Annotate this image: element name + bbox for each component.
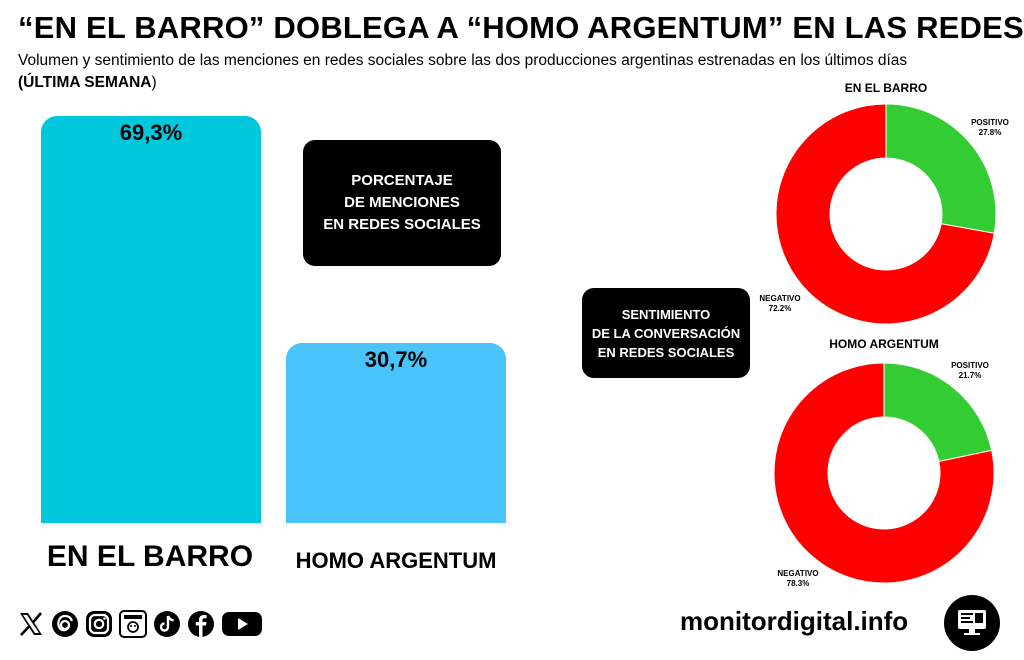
newsletter-icon[interactable] — [118, 609, 148, 639]
bar-en-el-barro — [41, 116, 261, 523]
facebook-icon[interactable] — [186, 609, 216, 639]
donut1-slice-positivo — [885, 103, 997, 234]
donut1-positivo-name: POSITIVO — [971, 118, 1009, 127]
mentions-label-line1: PORCENTAJE — [351, 172, 453, 189]
donut1-negativo-value: 72.2% — [768, 304, 792, 313]
donut2-negativo-label: NEGATIVO 78.3% — [768, 569, 828, 589]
subtitle-period: (ÚLTIMA SEMANA — [18, 74, 152, 91]
donut-chart-en-el-barro — [775, 103, 997, 325]
donut-title-homo-argentum: HOMO ARGENTUM — [829, 337, 939, 351]
donut2-positivo-label: POSITIVO 21.7% — [940, 361, 1000, 381]
mentions-label-line2: DE MENCIONES — [344, 194, 460, 211]
page-subtitle: Volumen y sentimiento de las menciones e… — [18, 50, 1008, 94]
tiktok-icon[interactable] — [152, 609, 182, 639]
donut1-negativo-name: NEGATIVO — [759, 294, 801, 303]
subtitle-text: Volumen y sentimiento de las menciones e… — [18, 52, 908, 69]
page-title: “EN EL BARRO” DOBLEGA A “HOMO ARGENTUM” … — [18, 10, 1024, 45]
sentiment-label-line3: EN REDES SOCIALES — [597, 344, 735, 360]
bar-homo-argentum — [286, 343, 506, 523]
donut2-positivo-name: POSITIVO — [951, 361, 989, 370]
donut2-negativo-name: NEGATIVO — [777, 569, 819, 578]
mentions-label-box: PORCENTAJE DE MENCIONES EN REDES SOCIALE… — [303, 140, 501, 266]
instagram-icon[interactable] — [84, 609, 114, 639]
sentiment-label-line1: SENTIMIENTO — [621, 306, 711, 322]
brand-name: monitordigital.info — [680, 606, 909, 636]
donut2-slice-negativo — [773, 362, 995, 584]
monitor-logo-icon — [944, 595, 1000, 651]
bar-category-homo-argentum: HOMO ARGENTUM — [295, 548, 497, 573]
subtitle-period-close: ) — [151, 74, 157, 91]
donut1-positivo-label: POSITIVO 27.8% — [960, 118, 1020, 138]
bar-value-en-el-barro: 69,3% — [119, 120, 183, 145]
donut1-negativo-label: NEGATIVO 72.2% — [750, 294, 810, 314]
sentiment-label-line2: DE LA CONVERSACIÓN — [591, 325, 741, 341]
donut-chart-homo-argentum — [773, 362, 995, 584]
bar-value-homo-argentum: 30,7% — [364, 347, 428, 372]
mentions-label-line3: EN REDES SOCIALES — [323, 216, 481, 233]
youtube-icon[interactable] — [220, 609, 264, 639]
donut1-slice-negativo — [775, 103, 995, 325]
sentiment-label-box: SENTIMIENTO DE LA CONVERSACIÓN EN REDES … — [582, 288, 750, 378]
donut2-negativo-value: 78.3% — [786, 579, 810, 588]
social-icons — [16, 608, 264, 640]
bar-category-en-el-barro: EN EL BARRO — [46, 540, 254, 573]
donut-title-en-el-barro: EN EL BARRO — [844, 81, 928, 95]
donut2-slice-positivo — [883, 362, 993, 463]
x-icon[interactable] — [16, 609, 46, 639]
donut1-positivo-value: 27.8% — [978, 128, 1002, 137]
threads-icon[interactable] — [50, 609, 80, 639]
donut2-positivo-value: 21.7% — [958, 371, 982, 380]
